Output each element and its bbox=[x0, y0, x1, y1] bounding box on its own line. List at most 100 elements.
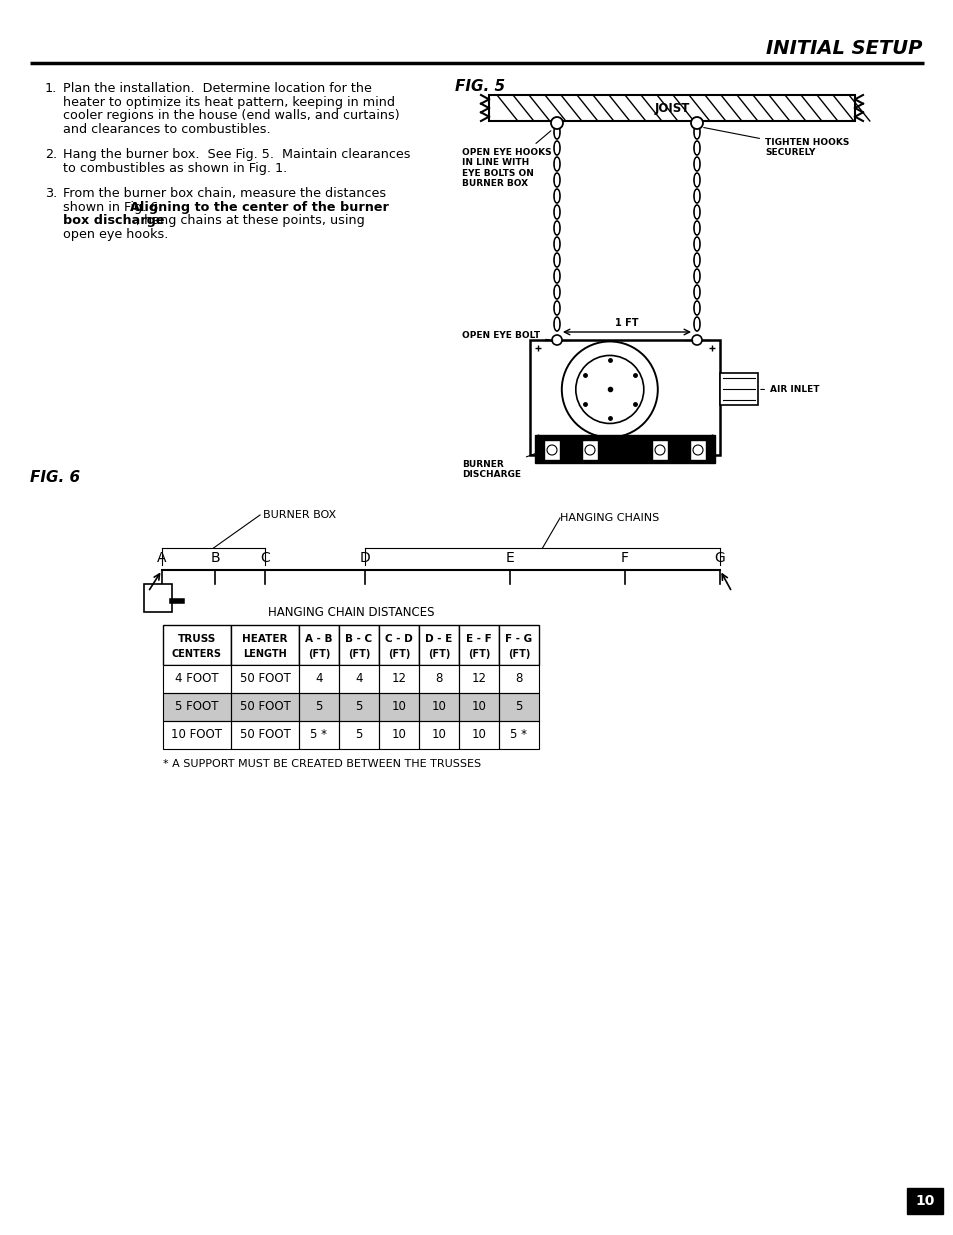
Text: HANGING CHAINS: HANGING CHAINS bbox=[559, 513, 659, 522]
Text: G: G bbox=[714, 551, 724, 564]
Bar bbox=[163, 664, 231, 693]
Text: (FT): (FT) bbox=[388, 650, 410, 659]
Text: 8: 8 bbox=[515, 673, 522, 685]
Bar bbox=[338, 664, 378, 693]
Text: 4 FOOT: 4 FOOT bbox=[175, 673, 218, 685]
Ellipse shape bbox=[555, 174, 558, 186]
Text: 10: 10 bbox=[431, 700, 446, 714]
Text: A - B: A - B bbox=[305, 634, 333, 643]
Ellipse shape bbox=[555, 158, 558, 170]
Bar bbox=[231, 693, 298, 721]
Text: 2.: 2. bbox=[45, 148, 57, 161]
Bar bbox=[543, 440, 559, 459]
Text: (FT): (FT) bbox=[507, 650, 530, 659]
Text: BURNER BOX: BURNER BOX bbox=[263, 510, 335, 520]
Text: Hang the burner box.  See Fig. 5.  Maintain clearances: Hang the burner box. See Fig. 5. Maintai… bbox=[63, 148, 410, 161]
Text: 50 FOOT: 50 FOOT bbox=[239, 673, 290, 685]
Text: AIR INLET: AIR INLET bbox=[760, 385, 819, 394]
Text: box discharge: box discharge bbox=[63, 214, 164, 227]
Text: C - D: C - D bbox=[385, 634, 413, 643]
Text: 3.: 3. bbox=[45, 186, 57, 200]
Bar bbox=[498, 693, 538, 721]
Text: 4: 4 bbox=[355, 673, 362, 685]
Bar bbox=[338, 721, 378, 748]
Ellipse shape bbox=[555, 142, 558, 154]
Text: C: C bbox=[260, 551, 270, 564]
Text: 5: 5 bbox=[355, 729, 362, 741]
Circle shape bbox=[691, 335, 701, 345]
Text: 5: 5 bbox=[355, 700, 362, 714]
Bar bbox=[458, 721, 498, 748]
Circle shape bbox=[546, 445, 557, 454]
Text: BURNER
DISCHARGE: BURNER DISCHARGE bbox=[461, 451, 542, 479]
Text: E - F: E - F bbox=[466, 634, 492, 643]
Bar bbox=[418, 625, 458, 664]
Text: OPEN EYE BOLT: OPEN EYE BOLT bbox=[461, 331, 549, 340]
Ellipse shape bbox=[555, 126, 558, 138]
Bar bbox=[298, 721, 338, 748]
Text: open eye hooks.: open eye hooks. bbox=[63, 227, 168, 241]
Text: JOIST: JOIST bbox=[654, 101, 689, 115]
Text: Plan the installation.  Determine location for the: Plan the installation. Determine locatio… bbox=[63, 82, 372, 95]
Text: D - E: D - E bbox=[425, 634, 452, 643]
Text: cooler regions in the house (end walls, and curtains): cooler regions in the house (end walls, … bbox=[63, 109, 399, 122]
Text: 1.: 1. bbox=[45, 82, 57, 95]
Text: HANGING CHAIN DISTANCES: HANGING CHAIN DISTANCES bbox=[268, 606, 434, 619]
Bar bbox=[163, 625, 231, 664]
Bar bbox=[231, 625, 298, 664]
Ellipse shape bbox=[555, 270, 558, 282]
Text: TRUSS: TRUSS bbox=[177, 634, 216, 643]
Bar bbox=[163, 721, 538, 748]
Text: 10: 10 bbox=[391, 729, 406, 741]
Text: 5: 5 bbox=[315, 700, 322, 714]
Circle shape bbox=[552, 335, 561, 345]
Text: 4: 4 bbox=[314, 673, 322, 685]
Bar bbox=[298, 693, 338, 721]
Text: Aligning to the center of the burner: Aligning to the center of the burner bbox=[130, 200, 389, 214]
Ellipse shape bbox=[555, 238, 558, 249]
Text: 10: 10 bbox=[471, 729, 486, 741]
Bar bbox=[231, 664, 298, 693]
Text: LENGTH: LENGTH bbox=[243, 650, 287, 659]
Ellipse shape bbox=[555, 303, 558, 314]
Ellipse shape bbox=[555, 222, 558, 233]
Ellipse shape bbox=[555, 190, 558, 203]
Bar bbox=[144, 584, 172, 613]
Text: INITIAL SETUP: INITIAL SETUP bbox=[765, 40, 921, 58]
Bar bbox=[651, 440, 667, 459]
Circle shape bbox=[655, 445, 664, 454]
Bar bbox=[338, 693, 378, 721]
Ellipse shape bbox=[555, 287, 558, 298]
Ellipse shape bbox=[695, 254, 699, 266]
Ellipse shape bbox=[555, 254, 558, 266]
Text: E: E bbox=[505, 551, 514, 564]
Text: B: B bbox=[210, 551, 219, 564]
Text: (FT): (FT) bbox=[308, 650, 330, 659]
Bar bbox=[530, 340, 720, 454]
Bar bbox=[498, 721, 538, 748]
Circle shape bbox=[692, 445, 702, 454]
Bar bbox=[498, 664, 538, 693]
Text: FIG. 5: FIG. 5 bbox=[455, 79, 504, 94]
Ellipse shape bbox=[695, 142, 699, 154]
Text: heater to optimize its heat pattern, keeping in mind: heater to optimize its heat pattern, kee… bbox=[63, 95, 395, 109]
Ellipse shape bbox=[695, 270, 699, 282]
Bar bbox=[298, 664, 338, 693]
Text: 10: 10 bbox=[391, 700, 406, 714]
Ellipse shape bbox=[695, 303, 699, 314]
Bar bbox=[378, 625, 418, 664]
Ellipse shape bbox=[695, 126, 699, 138]
Text: * A SUPPORT MUST BE CREATED BETWEEN THE TRUSSES: * A SUPPORT MUST BE CREATED BETWEEN THE … bbox=[163, 760, 480, 769]
Bar bbox=[163, 664, 538, 693]
Text: B - C: B - C bbox=[345, 634, 373, 643]
Bar bbox=[418, 664, 458, 693]
Text: 8: 8 bbox=[435, 673, 442, 685]
Ellipse shape bbox=[555, 317, 558, 330]
Bar bbox=[689, 440, 705, 459]
Ellipse shape bbox=[695, 158, 699, 170]
Bar bbox=[378, 664, 418, 693]
Ellipse shape bbox=[695, 222, 699, 233]
Text: CENTERS: CENTERS bbox=[172, 650, 222, 659]
Text: From the burner box chain, measure the distances: From the burner box chain, measure the d… bbox=[63, 186, 386, 200]
Bar bbox=[163, 693, 538, 721]
